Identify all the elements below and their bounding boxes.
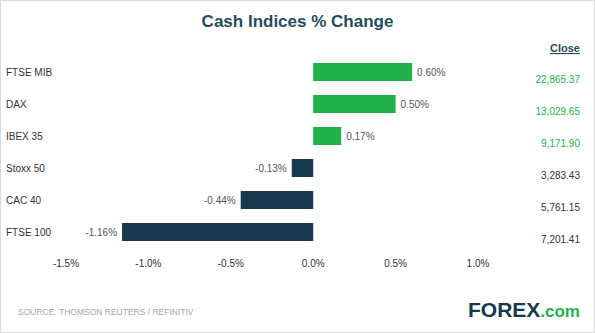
bars bbox=[122, 63, 412, 241]
category-label: CAC 40 bbox=[6, 195, 41, 206]
close-value: 7,201.41 bbox=[541, 234, 580, 245]
chart: Cash Indices % Change FTSE MIB DAX IBEX 35 S… bbox=[0, 0, 595, 333]
data-label: -0.13% bbox=[255, 163, 287, 174]
category-label: IBEX 35 bbox=[6, 131, 43, 142]
tick-label: 0.5% bbox=[384, 258, 407, 269]
title: Cash Indices % Change bbox=[202, 12, 394, 31]
logo: FOREX.com bbox=[468, 298, 580, 321]
category-label: FTSE 100 bbox=[6, 227, 51, 238]
frame bbox=[1, 1, 595, 333]
bar bbox=[122, 223, 313, 241]
category-label: DAX bbox=[6, 99, 27, 110]
tick-label: -1.5% bbox=[53, 258, 79, 269]
close-value: 22,865.37 bbox=[536, 74, 581, 85]
tick-label: -1.0% bbox=[135, 258, 161, 269]
close-value: 13,029.65 bbox=[536, 106, 581, 117]
logo-suffix: .com bbox=[540, 302, 580, 321]
bar bbox=[313, 95, 395, 113]
close-value: 5,761.15 bbox=[541, 202, 580, 213]
data-label: -0.44% bbox=[204, 195, 236, 206]
tick-label: -0.5% bbox=[218, 258, 244, 269]
logo-main: FOREX bbox=[468, 298, 540, 321]
data-label: 0.17% bbox=[346, 131, 374, 142]
source: SOURCE: THOMSON REUTERS / REFINITIV bbox=[18, 307, 194, 317]
bar bbox=[241, 191, 314, 209]
tick-label: 1.0% bbox=[467, 258, 490, 269]
close-value: 3,283.43 bbox=[541, 170, 580, 181]
close-value: 9,171.90 bbox=[541, 138, 580, 149]
data-label: -1.16% bbox=[85, 227, 117, 238]
data-label: 0.60% bbox=[417, 67, 445, 78]
category-label: Stoxx 50 bbox=[6, 163, 45, 174]
bar bbox=[313, 63, 412, 81]
tick-label: 0.0% bbox=[302, 258, 325, 269]
bar bbox=[313, 127, 341, 145]
bar bbox=[292, 159, 313, 177]
data-label: 0.50% bbox=[401, 99, 429, 110]
category-label: FTSE MIB bbox=[6, 67, 52, 78]
close-header: Close bbox=[550, 42, 580, 54]
